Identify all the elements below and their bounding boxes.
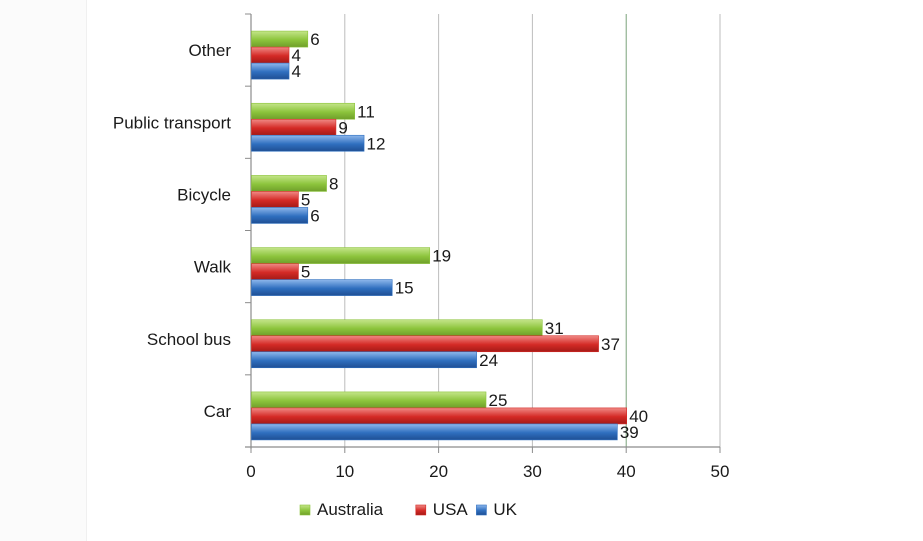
category-label-school-bus: School bus [147, 330, 231, 349]
x-tick-label-20: 20 [429, 462, 448, 481]
category-label-other: Other [188, 41, 231, 60]
bar-australia-bicycle [251, 175, 327, 192]
bar-australia-school-bus [251, 319, 543, 337]
category-label-bicycle: Bicycle [177, 185, 231, 204]
legend: Australia USA UK [299, 500, 518, 519]
value-label-australia-school-bus: 31 [545, 319, 564, 338]
x-tick-label-50: 50 [711, 462, 730, 481]
value-label-uk-other: 4 [292, 62, 301, 81]
legend-swatch-australia [299, 504, 311, 516]
bar-uk-walk [251, 279, 393, 296]
bar-usa-other [251, 46, 290, 64]
bar-usa-school-bus [251, 335, 599, 353]
category-label-walk: Walk [194, 258, 232, 277]
bar-usa-public-transport [251, 118, 337, 136]
value-label-australia-other: 6 [310, 30, 319, 49]
bar-australia-public-transport [251, 102, 355, 120]
left-margin-panel [0, 0, 87, 541]
bar-uk-public-transport [251, 134, 365, 152]
bar-australia-walk [251, 247, 431, 264]
bar-usa-walk [251, 263, 299, 280]
value-label-usa-walk: 5 [301, 263, 310, 282]
x-tick-label-10: 10 [335, 462, 354, 481]
bar-usa-bicycle [251, 191, 299, 208]
category-label-public-transport: Public transport [113, 113, 231, 132]
category-label-car: Car [204, 402, 232, 421]
legend-label-australia: Australia [317, 500, 384, 519]
x-tick-label-30: 30 [523, 462, 542, 481]
bar-usa-car [251, 407, 628, 425]
x-tick-label-0: 0 [246, 462, 255, 481]
value-label-australia-walk: 19 [432, 247, 451, 266]
value-label-uk-public-transport: 12 [367, 134, 386, 153]
bar-uk-other [251, 62, 290, 80]
value-label-usa-car: 40 [629, 407, 648, 426]
value-label-australia-public-transport: 11 [357, 102, 375, 121]
value-label-usa-other: 4 [292, 46, 301, 65]
value-label-australia-bicycle: 8 [329, 174, 338, 193]
value-label-uk-bicycle: 6 [310, 206, 319, 225]
x-tick-label-40: 40 [617, 462, 636, 481]
value-label-usa-bicycle: 5 [301, 190, 310, 209]
bar-uk-school-bus [251, 351, 477, 369]
grid-lines [344, 14, 721, 447]
legend-swatch-uk [476, 504, 487, 516]
value-label-australia-car: 25 [489, 391, 508, 410]
value-label-uk-walk: 15 [395, 279, 414, 298]
bars [251, 30, 628, 441]
value-label-uk-car: 39 [620, 423, 639, 442]
legend-label-usa: USA [433, 500, 469, 519]
legend-label-uk: UK [493, 500, 517, 519]
bar-uk-bicycle [251, 207, 309, 224]
axes: 0 10 20 30 40 50 [245, 13, 730, 481]
legend-swatch-usa [415, 504, 427, 516]
bar-australia-car [251, 391, 487, 409]
bar-uk-car [251, 423, 618, 441]
value-label-usa-public-transport: 9 [338, 118, 347, 137]
bar-australia-other [251, 30, 309, 48]
value-label-usa-school-bus: 37 [601, 335, 620, 354]
value-label-uk-school-bus: 24 [479, 351, 498, 370]
